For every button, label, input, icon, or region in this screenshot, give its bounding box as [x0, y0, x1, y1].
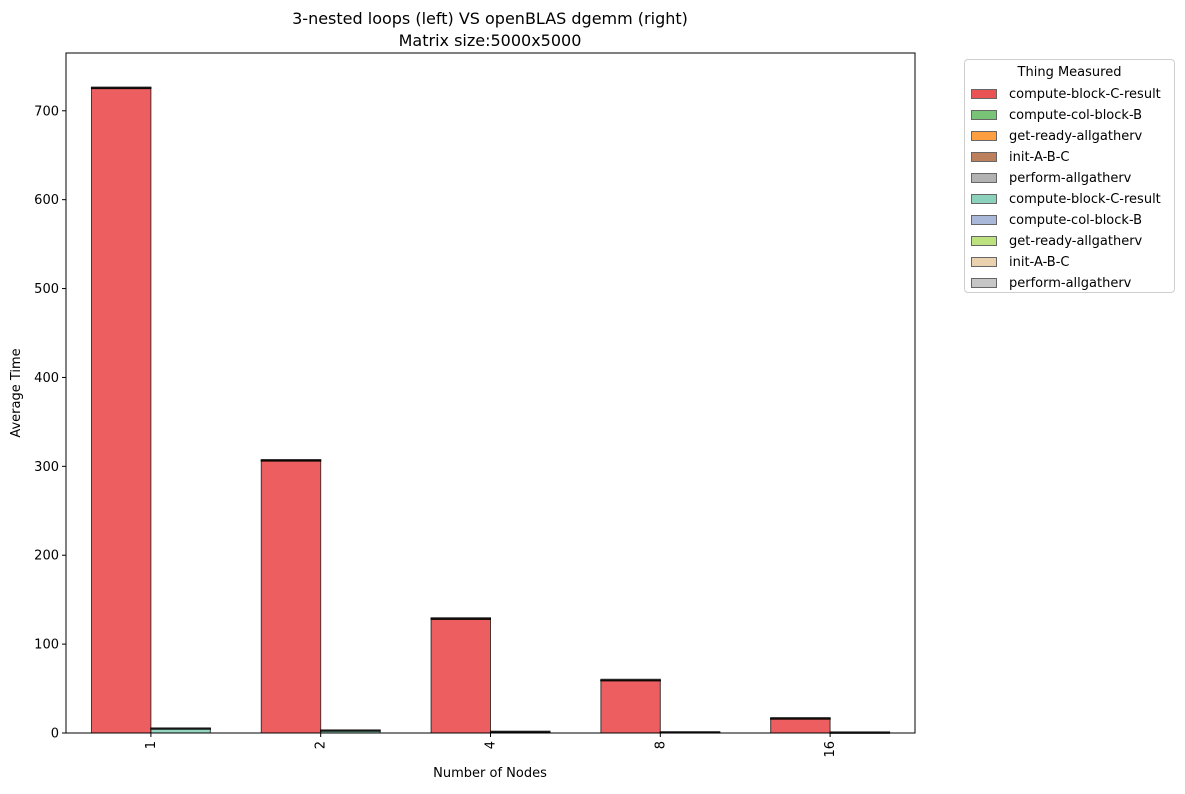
- legend-label: compute-col-block-B: [1009, 212, 1143, 228]
- legend-label: get-ready-allgatherv: [1009, 233, 1143, 249]
- legend-item: compute-block-C-result: [971, 189, 1161, 209]
- y-tick-label: 500: [34, 282, 59, 297]
- legend-item: get-ready-allgatherv: [971, 126, 1142, 146]
- legend-item: compute-col-block-B: [971, 210, 1142, 230]
- bar-segment: [150, 727, 211, 729]
- plot-frame: [65, 52, 916, 734]
- legend-item: init-A-B-C: [971, 147, 1070, 167]
- x-tick-label: 8: [653, 741, 668, 749]
- legend-item: compute-col-block-B: [971, 105, 1142, 125]
- bar-segment: [260, 458, 322, 461]
- legend-swatch: [971, 194, 997, 204]
- bar-segment: [260, 460, 322, 734]
- legend-swatch: [971, 89, 997, 99]
- x-tick-label: 16: [823, 741, 838, 758]
- bar-segment: [430, 618, 492, 734]
- legend-label: init-A-B-C: [1009, 254, 1070, 270]
- bar-segment: [430, 617, 492, 619]
- legend-label: perform-allgatherv: [1009, 275, 1132, 291]
- y-tick-label: 300: [34, 460, 59, 475]
- y-tick-label: 700: [34, 104, 59, 119]
- legend-swatch: [971, 131, 997, 141]
- bar-segment: [600, 678, 661, 681]
- x-tick-label: 2: [314, 741, 329, 749]
- legend-swatch: [971, 173, 997, 183]
- legend-title: Thing Measured: [1017, 65, 1122, 80]
- legend-label: compute-block-C-result: [1009, 86, 1161, 102]
- y-tick-label: 200: [34, 549, 59, 564]
- bar-segment: [90, 88, 152, 734]
- bar-segment: [770, 717, 831, 719]
- x-tick-label: 1: [144, 741, 159, 749]
- legend-label: get-ready-allgatherv: [1009, 128, 1143, 144]
- legend-label: compute-col-block-B: [1009, 107, 1143, 123]
- legend-item: perform-allgatherv: [971, 273, 1131, 293]
- y-tick-label: 600: [34, 193, 59, 208]
- legend-swatch: [971, 215, 997, 225]
- x-axis-label: Number of Nodes: [433, 766, 547, 781]
- x-tick-label: 4: [484, 741, 499, 749]
- legend-swatch: [971, 257, 997, 267]
- legend-item: get-ready-allgatherv: [971, 231, 1142, 251]
- legend-label: init-A-B-C: [1009, 149, 1070, 165]
- legend-swatch: [971, 110, 997, 120]
- legend-swatch: [971, 152, 997, 162]
- bar-segment: [770, 718, 831, 734]
- legend-swatch: [971, 278, 997, 288]
- bar-segment: [90, 86, 152, 89]
- legend-item: init-A-B-C: [971, 252, 1070, 272]
- axes-layer: 1 2 4 8 16 0 100 200 300 400 500 600 700: [34, 52, 916, 758]
- y-tick-label: 400: [34, 371, 59, 386]
- legend-swatch: [971, 236, 997, 246]
- y-tick-label: 100: [34, 638, 59, 653]
- legend-item: compute-block-C-result: [971, 84, 1161, 104]
- chart-subtitle: Matrix size:5000x5000: [399, 31, 582, 50]
- bars-layer: [90, 86, 891, 734]
- legend: Thing Measured compute-block-C-result com…: [964, 59, 1175, 293]
- bar-segment: [490, 730, 551, 733]
- legend-label: perform-allgatherv: [1009, 170, 1132, 186]
- bar-segment: [659, 731, 721, 733]
- bar-segment: [829, 731, 891, 733]
- legend-label: compute-block-C-result: [1009, 191, 1161, 207]
- y-tick-label: 0: [51, 727, 59, 742]
- bar-segment: [600, 680, 661, 734]
- chart-title: 3-nested loops (left) VS openBLAS dgemm …: [292, 9, 688, 28]
- bar-segment: [320, 729, 381, 731]
- legend-item: perform-allgatherv: [971, 168, 1131, 188]
- y-axis-label: Average Time: [9, 348, 24, 437]
